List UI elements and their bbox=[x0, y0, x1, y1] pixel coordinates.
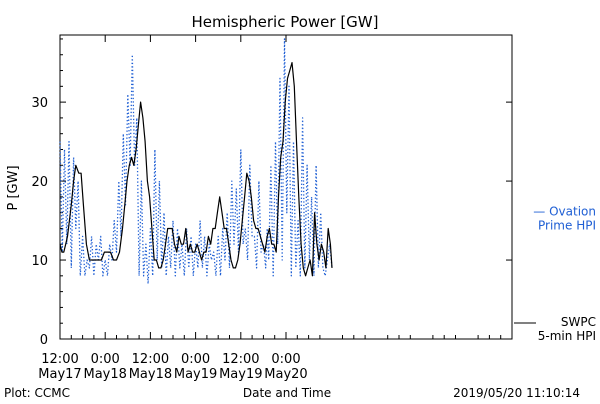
x-tick-label-time: 0:00 bbox=[91, 352, 120, 367]
x-axis: 12:00May170:00May1812:00May180:00May1912… bbox=[38, 35, 502, 382]
y-tick-label: 0 bbox=[40, 333, 48, 348]
plot-area bbox=[59, 34, 513, 340]
x-tick-label-time: 0:00 bbox=[271, 352, 300, 367]
y-tick-label: 30 bbox=[31, 96, 48, 111]
footer-credit: Plot: CCMC bbox=[4, 386, 70, 400]
x-tick-label-time: 12:00 bbox=[41, 352, 78, 367]
x-tick-label-date: May20 bbox=[264, 367, 307, 382]
y-tick-label: 20 bbox=[31, 175, 48, 190]
legend-ovation-line1: — Ovation bbox=[533, 205, 596, 219]
x-axis-label: Date and Time bbox=[243, 386, 331, 400]
y-axis: 0 10 20 30 bbox=[31, 38, 512, 348]
footer-timestamp: 2019/05/20 11:10:14 bbox=[453, 386, 580, 400]
legend-swpc-line2: 5-min HPI bbox=[538, 329, 596, 343]
legend-swpc-line1: SWPC bbox=[561, 315, 596, 329]
x-tick-label-time: 0:00 bbox=[181, 352, 210, 367]
x-tick-label-date: May18 bbox=[83, 367, 126, 382]
series-layer bbox=[59, 38, 333, 285]
x-tick-label-time: 12:00 bbox=[222, 352, 259, 367]
series-line-swpc bbox=[59, 61, 333, 277]
chart-title: Hemispheric Power [GW] bbox=[192, 13, 379, 31]
y-tick-label: 10 bbox=[31, 254, 48, 269]
y-axis-label: P [GW] bbox=[6, 165, 21, 210]
x-tick-label-time: 12:00 bbox=[132, 352, 169, 367]
x-tick-label-date: May19 bbox=[219, 367, 262, 382]
x-tick-label-date: May17 bbox=[38, 367, 81, 382]
legend-ovation-line2: Prime HPI bbox=[538, 219, 596, 233]
x-tick-label-date: May19 bbox=[174, 367, 217, 382]
x-tick-label-date: May18 bbox=[129, 367, 172, 382]
